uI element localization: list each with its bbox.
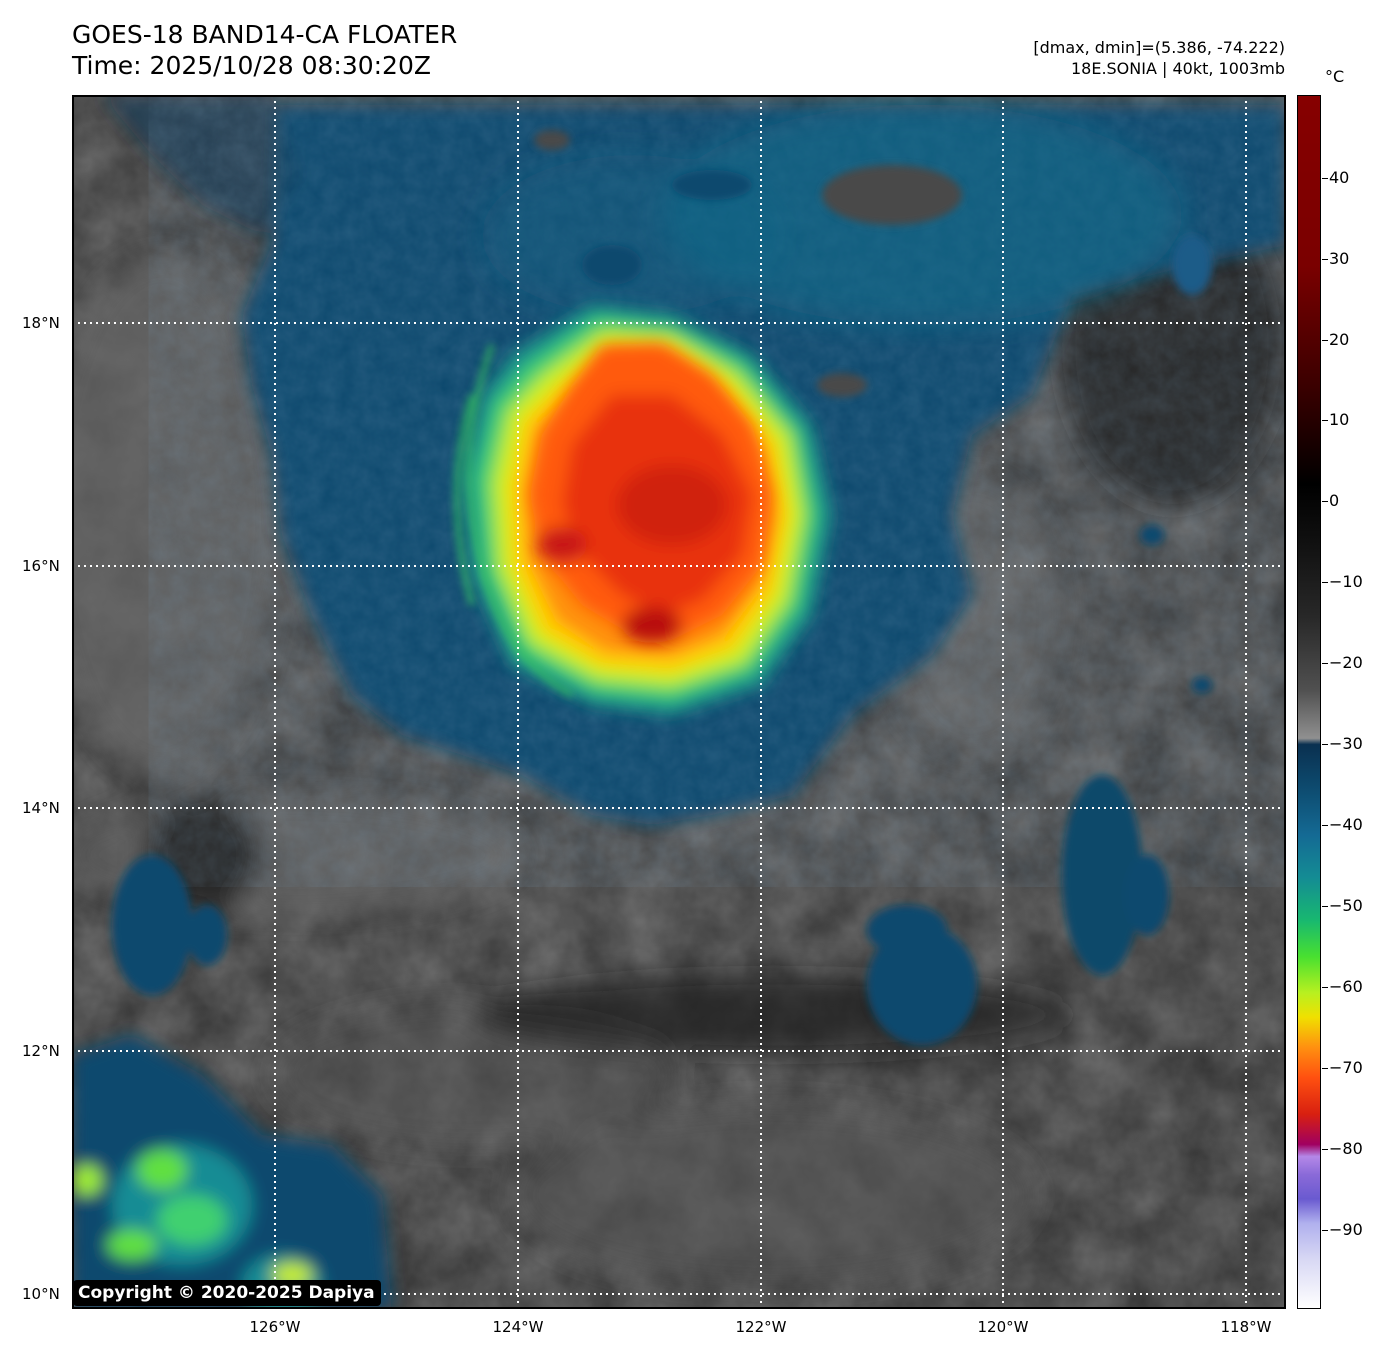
colorbar-label-m30: −30 bbox=[1329, 734, 1363, 753]
lat-label-12n: 12°N bbox=[22, 1042, 66, 1060]
colorbar-label-0: 0 bbox=[1329, 491, 1339, 510]
colorbar-label-m70: −70 bbox=[1329, 1058, 1363, 1077]
lon-label-126w: 126°W bbox=[250, 1318, 301, 1336]
colorbar-label-m60: −60 bbox=[1329, 977, 1363, 996]
colorbar-tick bbox=[1322, 340, 1328, 341]
colorbar-label-40: 40 bbox=[1329, 168, 1349, 187]
colorbar-tick bbox=[1322, 744, 1328, 745]
colorbar-label-m80: −80 bbox=[1329, 1139, 1363, 1158]
colorbar-tick bbox=[1322, 825, 1328, 826]
lon-label-122w: 122°W bbox=[736, 1318, 787, 1336]
lon-label-120w: 120°W bbox=[978, 1318, 1029, 1336]
colorbar-tick bbox=[1322, 582, 1328, 583]
colorbar-unit: °C bbox=[1325, 67, 1344, 86]
colorbar-label-m20: −20 bbox=[1329, 653, 1363, 672]
colorbar-tick bbox=[1322, 259, 1328, 260]
map-title: GOES-18 BAND14-CA FLOATER bbox=[72, 20, 457, 49]
colorbar-label-30: 30 bbox=[1329, 249, 1349, 268]
lat-label-18n: 18°N bbox=[22, 314, 66, 332]
colorbar-tick bbox=[1322, 420, 1328, 421]
colorbar-label-m10: −10 bbox=[1329, 572, 1363, 591]
storm-info: 18E.SONIA | 40kt, 1003mb bbox=[1071, 59, 1285, 78]
colorbar-tick bbox=[1322, 178, 1328, 179]
colorbar-tick bbox=[1322, 1230, 1328, 1231]
lat-label-14n: 14°N bbox=[22, 799, 66, 817]
temperature-colorbar bbox=[1297, 95, 1321, 1309]
colorbar-label-20: 20 bbox=[1329, 330, 1349, 349]
lon-label-118w: 118°W bbox=[1221, 1318, 1272, 1336]
colorbar-tick bbox=[1322, 987, 1328, 988]
lon-label-124w: 124°W bbox=[493, 1318, 544, 1336]
colorbar-tick bbox=[1322, 1149, 1328, 1150]
lat-label-10n: 10°N bbox=[22, 1285, 66, 1303]
temperature-range: [dmax, dmin]=(5.386, -74.222) bbox=[1033, 38, 1285, 57]
satellite-image bbox=[72, 95, 1286, 1309]
colorbar-tick bbox=[1322, 663, 1328, 664]
colorbar-tick bbox=[1322, 1068, 1328, 1069]
colorbar-tick bbox=[1322, 906, 1328, 907]
colorbar-label-m50: −50 bbox=[1329, 896, 1363, 915]
colorbar-label-m40: −40 bbox=[1329, 815, 1363, 834]
lat-label-16n: 16°N bbox=[22, 557, 66, 575]
map-time: Time: 2025/10/28 08:30:20Z bbox=[72, 51, 431, 80]
colorbar-tick bbox=[1322, 501, 1328, 502]
colorbar-label-10: 10 bbox=[1329, 410, 1349, 429]
copyright-badge: Copyright © 2020-2025 Dapiya bbox=[73, 1280, 381, 1306]
colorbar-label-m90: −90 bbox=[1329, 1220, 1363, 1239]
